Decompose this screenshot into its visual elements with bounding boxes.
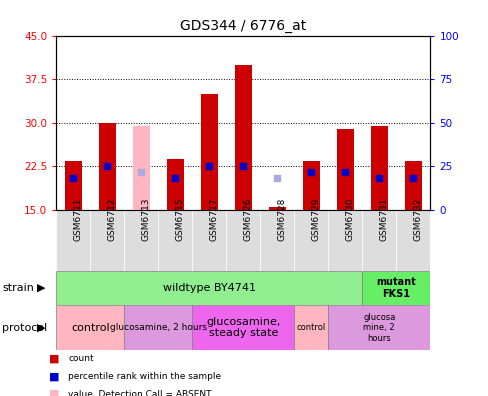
Text: glucosa
mine, 2
hours: glucosa mine, 2 hours [363,313,395,343]
Bar [226,210,260,271]
Bar [370,126,387,210]
Text: ■: ■ [49,371,59,381]
Text: glucosamine, 2 hours: glucosamine, 2 hours [109,323,206,332]
Bar [192,305,294,350]
Text: mutant
FKS1: mutant FKS1 [376,277,415,299]
Bar [90,210,124,271]
Text: GSM6717: GSM6717 [209,197,218,241]
Bar [404,160,421,210]
Text: GSM6732: GSM6732 [412,197,422,241]
Bar [294,305,327,350]
Text: wildtype BY4741: wildtype BY4741 [163,283,255,293]
Bar [124,305,192,350]
Text: count: count [68,354,94,363]
Bar [260,210,294,271]
Bar [192,210,226,271]
Text: GSM6715: GSM6715 [175,197,184,241]
Text: GSM6713: GSM6713 [141,197,150,241]
Bar [158,210,192,271]
Bar [56,271,362,305]
Text: ■: ■ [49,389,59,396]
Text: GSM6711: GSM6711 [73,197,82,241]
Bar [362,210,395,271]
Bar [166,159,183,210]
Text: GSM6729: GSM6729 [311,197,320,241]
Text: GSM6728: GSM6728 [277,197,285,241]
Bar [132,126,149,210]
Bar [294,210,327,271]
Bar [327,210,362,271]
Text: ▶: ▶ [37,283,45,293]
Bar [327,305,429,350]
Text: control: control [296,323,325,332]
Text: strain: strain [2,283,34,293]
Bar [56,210,90,271]
Bar [124,210,158,271]
Bar [302,160,319,210]
Text: value, Detection Call = ABSENT: value, Detection Call = ABSENT [68,390,211,396]
Title: GDS344 / 6776_at: GDS344 / 6776_at [180,19,306,33]
Bar [56,305,124,350]
Bar [395,210,429,271]
Text: GSM6731: GSM6731 [379,197,387,241]
Bar [362,271,429,305]
Text: control: control [71,323,109,333]
Bar [99,123,116,210]
Text: ▶: ▶ [37,323,45,333]
Text: ■: ■ [49,353,59,364]
Bar [336,129,353,210]
Bar [201,94,217,210]
Bar [268,207,285,210]
Text: protocol: protocol [2,323,48,333]
Text: glucosamine,
steady state: glucosamine, steady state [205,317,280,339]
Text: GSM6712: GSM6712 [107,197,116,241]
Bar [234,65,251,210]
Bar [64,160,81,210]
Text: GSM6730: GSM6730 [345,197,354,241]
Text: GSM6726: GSM6726 [243,197,252,241]
Text: percentile rank within the sample: percentile rank within the sample [68,372,221,381]
